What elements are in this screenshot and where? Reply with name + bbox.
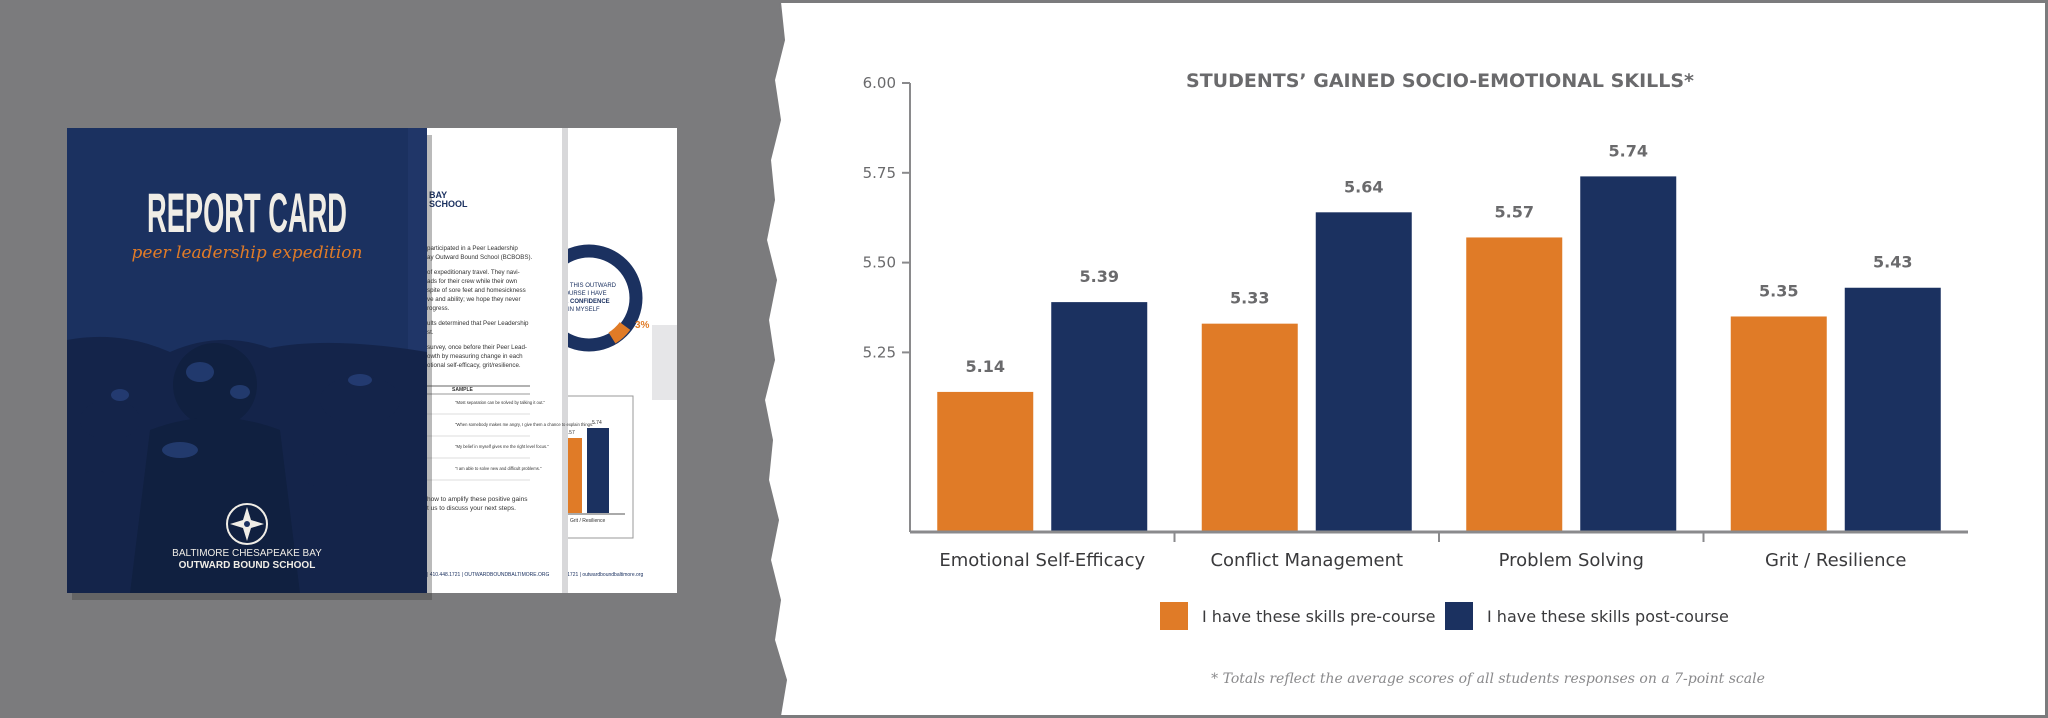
y-tick-label: 6.00 (863, 74, 896, 92)
bar-pre (1466, 237, 1563, 532)
bar-value-label: 5.39 (1080, 267, 1119, 286)
inner-paragraph-line: survey, once before their Peer Lead- (427, 344, 527, 351)
bar-pre (1730, 316, 1827, 532)
x-tick-label: Emotional Self-Efficacy (939, 550, 1145, 571)
bar-post (1315, 212, 1412, 532)
bar-post (1844, 287, 1941, 532)
inner-paragraph-line: ads for their crew while their own (427, 278, 518, 285)
bar-value-label: 5.57 (1495, 202, 1534, 221)
cover-org-line-1: BALTIMORE CHESAPEAKE BAY (172, 548, 322, 559)
inner-table-header: SAMPLE (452, 387, 474, 393)
inner-heading-1: BAY (429, 190, 447, 200)
cover-photo (67, 336, 427, 593)
bar-value-label: 5.14 (966, 357, 1005, 376)
cover-photo-highlights (111, 362, 372, 458)
inner-table-row: "Most separation can be solved by talkin… (455, 400, 546, 405)
inner-paragraph-line: rogress. (427, 305, 450, 312)
inner-table-row: "My belief in myself gives me the right … (455, 444, 549, 449)
y-axis: 5.25 5.50 5.75 6.00 (863, 74, 911, 532)
bar-pre (1201, 323, 1298, 532)
inner-paragraph-line: of expeditionary travel. They navi- (427, 269, 520, 276)
inner-paragraph: participated in a Peer Leadership ay Outw… (427, 245, 533, 369)
x-tick-label: Grit / Resilience (1765, 550, 1907, 571)
report-cover: REPORT CARD peer leadership expedition B… (67, 128, 432, 600)
inner-table-row: "When somebody makes me angry, I give th… (455, 422, 595, 427)
bar-value-label: 5.35 (1759, 281, 1798, 300)
bar-value-label: 5.43 (1873, 253, 1912, 272)
inner-paragraph-line: participated in a Peer Leadership (427, 245, 518, 252)
inner-page-edge (562, 128, 568, 593)
inner-closing-line-2: t us to discuss your next steps. (427, 505, 516, 512)
x-axis: Emotional Self-Efficacy Conflict Manageme… (910, 530, 1968, 571)
inner-paragraph-line: otional self-efficacy, grit/resilience. (427, 362, 521, 369)
inner-table-row: "I am able to solve new and difficult pr… (455, 466, 542, 471)
y-tick-label: 5.25 (863, 343, 896, 361)
donut-line-1: ER THIS OUTWARD (560, 283, 617, 289)
inner-paragraph-line: spite of sore feet and homesickness (427, 287, 526, 294)
inner-table: "Most separation can be solved by talkin… (427, 400, 595, 481)
mini-bar-post (587, 428, 609, 513)
back-page-footer: | 410.448.1721 | outwardboundbaltimore.o… (545, 572, 643, 578)
inner-heading-2: SCHOOL (429, 199, 468, 209)
bar-series: 5.14 5.39 5.33 5.64 5.57 5.74 5.35 5.43 (937, 141, 1941, 532)
donut-accent (608, 321, 631, 344)
y-tick-label: 5.50 (863, 254, 896, 272)
legend-label: I have these skills pre-course (1202, 607, 1436, 626)
inner-closing-line-1: how to amplify these positive gains (427, 496, 528, 503)
inner-paragraph-line: owth by measuring change in each (427, 353, 523, 360)
inner-paragraph-line: ay Outward Bound School (BCBOBS). (427, 254, 533, 261)
legend-label: I have these skills post-course (1487, 607, 1729, 626)
inner-paragraph-line: ults determined that Peer Leadership (427, 320, 529, 327)
compass-logo-icon (226, 503, 268, 545)
mini-bar-pre-label: 5.57 (565, 430, 575, 436)
inner-paragraph-line: st. (427, 329, 434, 336)
bar-value-label: 5.64 (1344, 177, 1383, 196)
donut-line-2: COURSE I HAVE (560, 291, 607, 297)
x-tick-label: Conflict Management (1210, 550, 1403, 571)
cover-title: REPORT CARD (147, 181, 347, 244)
bar-value-label: 5.33 (1230, 289, 1269, 308)
bar-value-label: 5.74 (1609, 141, 1648, 160)
x-tick-label: Problem Solving (1499, 550, 1644, 571)
legend: I have these skills pre-course I have the… (1160, 602, 1729, 630)
inner-paragraph-line: ve and ability; we hope they never (427, 296, 521, 303)
mini-bar-post-label: 5.74 (592, 420, 602, 426)
chart-footnote: * Totals reflect the average scores of a… (1211, 671, 1765, 687)
back-page-map-shape (652, 325, 677, 400)
donut-line-3: RE CONFIDENCE (560, 299, 610, 305)
inner-page-footer: | 410.448.1721 | OUTWARDBOUNDBALTIMORE.O… (427, 572, 549, 578)
legend-swatch (1160, 602, 1188, 630)
chart-title: STUDENTS’ GAINED SOCIO-EMOTIONAL SKILLS* (1186, 70, 1694, 92)
donut-line-4: IN MYSELF (568, 307, 600, 313)
legend-swatch (1445, 602, 1473, 630)
y-tick-label: 5.75 (863, 164, 896, 182)
cover-org-line-2: OUTWARD BOUND SCHOOL (179, 560, 316, 571)
cover-subtitle: peer leadership expedition (132, 243, 363, 263)
bar-post (1580, 176, 1677, 532)
bar-chart: STUDENTS’ GAINED SOCIO-EMOTIONAL SKILLS*… (863, 70, 1968, 687)
donut-percent: 3% (635, 320, 650, 331)
bar-post (1051, 302, 1148, 532)
bar-pre (937, 391, 1034, 532)
mini-chart-category: Grit / Resilience (570, 518, 606, 524)
